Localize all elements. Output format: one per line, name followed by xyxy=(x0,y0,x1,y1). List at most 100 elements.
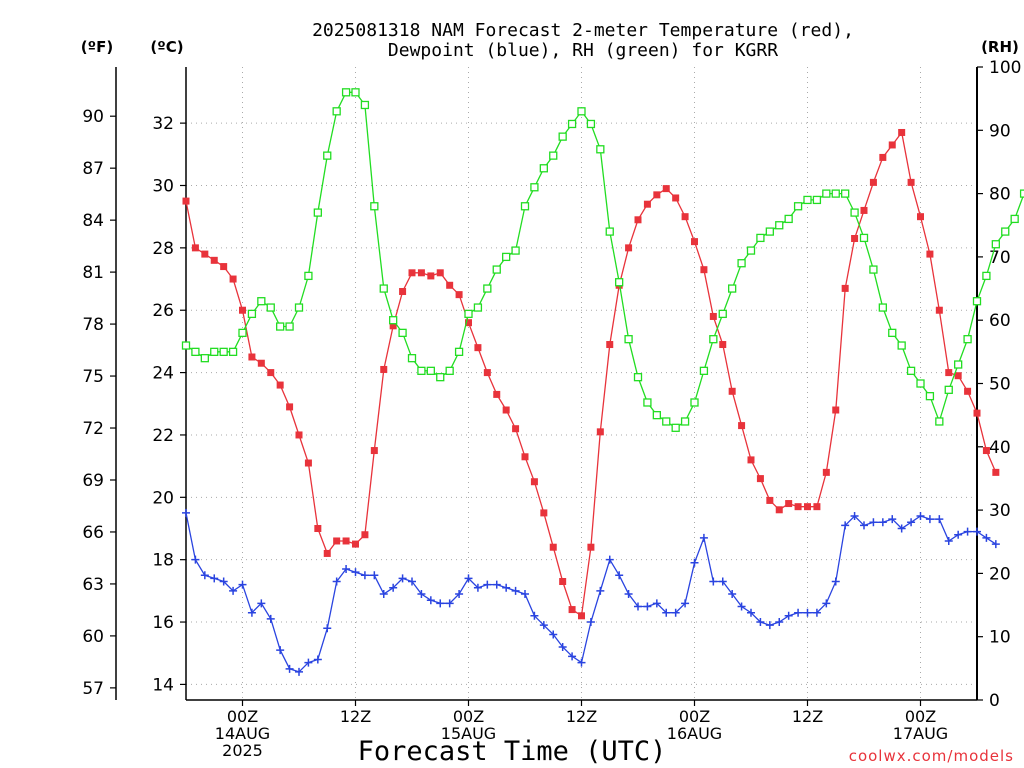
temperature-point-60 xyxy=(747,456,755,464)
rh-point-41 xyxy=(567,119,577,129)
rh-point-67 xyxy=(812,195,822,205)
rh-point-31 xyxy=(473,303,483,312)
rh-point-23 xyxy=(398,328,407,338)
dewpoint-point-49 xyxy=(643,602,652,611)
temperature-point-33 xyxy=(493,390,501,398)
dewpoint-point-54 xyxy=(690,558,699,567)
temperature-point-17 xyxy=(342,537,350,545)
temperature-point-44 xyxy=(596,428,604,436)
rh-point-22 xyxy=(389,316,398,325)
rh-point-74 xyxy=(878,303,887,312)
temperature-point-51 xyxy=(662,185,670,193)
dewpoint-point-5 xyxy=(229,586,238,595)
temperature-point-23 xyxy=(399,288,407,296)
dewpoint-point-23 xyxy=(398,574,407,583)
dewpoint-point-56 xyxy=(709,577,718,586)
dewpoint-point-18 xyxy=(351,568,360,577)
dewpoint-point-9 xyxy=(266,614,275,623)
temperature-point-43 xyxy=(587,543,595,551)
temperature-point-13 xyxy=(304,459,312,467)
dewpoint-point-60 xyxy=(747,608,755,617)
temperature-point-38 xyxy=(540,509,548,517)
c-tick-label-1: 16 xyxy=(152,613,174,633)
rh-point-60 xyxy=(746,246,756,255)
f-tick-label-5: 72 xyxy=(82,419,104,439)
temperature-point-74 xyxy=(879,153,887,161)
dewpoint-point-25 xyxy=(417,589,426,598)
dewpoint-point-47 xyxy=(624,589,633,598)
dewpoint-point-58 xyxy=(728,589,737,598)
rh-point-87 xyxy=(1001,227,1010,236)
rh-point-58 xyxy=(728,284,737,293)
rh-point-88 xyxy=(1010,214,1019,224)
rh-point-81 xyxy=(944,385,953,394)
dewpoint-point-79 xyxy=(925,515,934,524)
dewpoint-point-84 xyxy=(973,527,981,536)
rh-point-78 xyxy=(916,379,925,388)
f-tick-label-4: 69 xyxy=(82,471,104,491)
dewpoint-point-2 xyxy=(200,571,209,580)
temperature-point-3 xyxy=(210,256,218,264)
rh-line xyxy=(185,91,1024,429)
rh-tick-label-4: 40 xyxy=(989,438,1011,458)
dewpoint-point-51 xyxy=(662,608,671,617)
rh-point-3 xyxy=(210,347,219,357)
temperature-point-50 xyxy=(653,191,661,199)
temperature-point-32 xyxy=(483,369,491,377)
f-tick-label-7: 78 xyxy=(82,315,104,335)
rh-point-21 xyxy=(379,284,388,293)
dewpoint-point-13 xyxy=(304,658,313,667)
dewpoint-point-40 xyxy=(558,642,567,651)
rh-point-83 xyxy=(963,335,972,344)
temperature-point-75 xyxy=(888,141,896,149)
temperature-point-26 xyxy=(427,272,435,280)
rh-point-70 xyxy=(841,189,850,198)
rh-point-73 xyxy=(869,265,878,274)
temperature-point-55 xyxy=(700,266,708,274)
temperature-point-49 xyxy=(643,200,651,208)
temperature-point-77 xyxy=(907,178,915,186)
rh-tick-label-2: 20 xyxy=(989,564,1011,584)
temperature-point-2 xyxy=(201,250,209,258)
rh-point-5 xyxy=(228,347,238,357)
temperature-point-83 xyxy=(964,387,972,395)
temperature-point-42 xyxy=(578,612,585,620)
rh-axis: 0 10 20 30 40 50 60 70 80 90 100 xyxy=(977,58,1021,711)
dewpoint-point-82 xyxy=(954,530,963,539)
credit-text: coolwx.com/models xyxy=(849,747,1014,765)
dewpoint-point-1 xyxy=(191,555,200,564)
rh-point-16 xyxy=(332,107,341,116)
rh-point-6 xyxy=(238,328,247,338)
f-tick-label-2: 63 xyxy=(82,575,104,595)
axes xyxy=(115,67,978,701)
temperature-point-24 xyxy=(408,269,416,277)
x-tick-label-0-1: 14AUG xyxy=(215,724,270,743)
temperature-point-72 xyxy=(860,206,868,214)
f-tick-label-3: 66 xyxy=(82,523,104,543)
dewpoint-point-35 xyxy=(511,586,520,595)
unit-rh-label: (RH) xyxy=(981,38,1019,56)
dewpoint-point-15 xyxy=(323,624,332,633)
dewpoint-point-78 xyxy=(916,512,925,521)
dewpoint-point-53 xyxy=(681,599,690,608)
x-axis-label: Forecast Time (UTC) xyxy=(358,736,667,767)
temperature-point-15 xyxy=(323,549,331,557)
temperature-point-58 xyxy=(728,387,736,395)
c-tick-label-0: 14 xyxy=(152,675,174,695)
temperature-point-53 xyxy=(681,213,689,221)
unit-f-label: (ºF) xyxy=(81,38,113,56)
temperature-point-30 xyxy=(465,319,472,327)
f-tick-label-10: 87 xyxy=(82,159,104,179)
temperature-point-57 xyxy=(719,341,727,349)
temperature-point-67 xyxy=(813,503,821,511)
dewpoint-point-50 xyxy=(652,599,661,608)
temperature-point-78 xyxy=(917,213,924,221)
rh-point-35 xyxy=(511,246,520,255)
rh-point-52 xyxy=(671,423,680,432)
temperature-point-34 xyxy=(502,406,510,414)
dewpoint-point-29 xyxy=(455,589,464,598)
rh-point-39 xyxy=(549,151,558,160)
dewpoint-point-75 xyxy=(888,515,897,524)
rh-tick-label-8: 80 xyxy=(989,185,1011,205)
